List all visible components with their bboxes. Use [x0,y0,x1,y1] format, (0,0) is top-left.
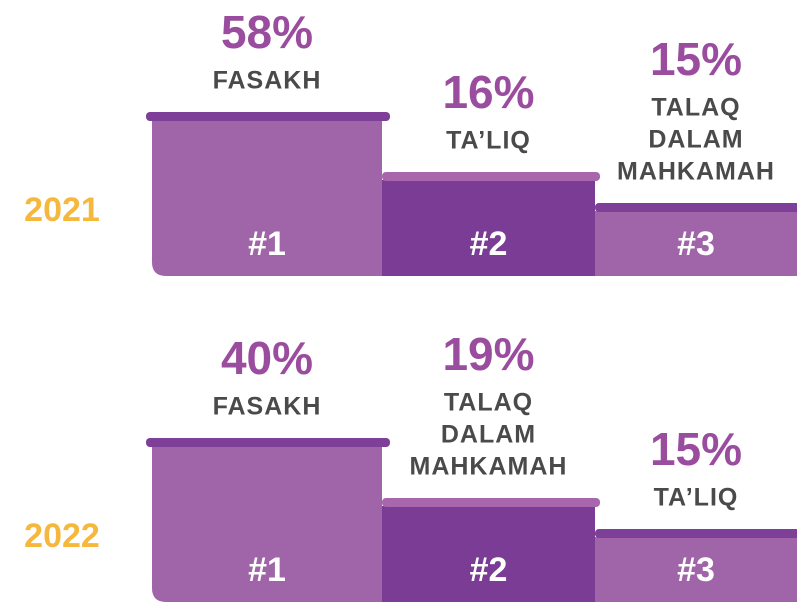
podium-block [595,537,797,602]
category-name: DALAM [441,421,536,449]
category-name: TALAQ [651,94,740,122]
percent-label: 19% [442,328,534,380]
year-label: 2021 [24,191,100,229]
category-name: FASAKH [213,67,322,95]
rank-label: #1 [248,225,286,263]
podium-block [152,120,382,276]
podium-cap [595,529,797,538]
podium-block [595,211,797,276]
category-name: DALAM [648,126,743,154]
rank-label: #2 [470,551,508,589]
podium-cap [382,498,600,507]
rank-label: #3 [677,225,715,263]
podium-cap [595,203,797,212]
category-name: TA’LIQ [654,484,739,512]
podium-block [382,180,595,276]
category-name: MAHKAMAH [617,158,775,186]
percent-label: 58% [221,6,313,58]
category-name: MAHKAMAH [410,453,568,481]
rank-label: #1 [248,551,286,589]
category-name: TA’LIQ [446,127,531,155]
percent-label: 16% [442,66,534,118]
podium-block [152,446,382,602]
rank-label: #2 [470,225,508,263]
podium-cap [382,172,600,181]
category-name: FASAKH [213,393,322,421]
podium-cap [146,438,390,447]
percent-label: 40% [221,332,313,384]
percent-label: 15% [650,33,742,85]
podium-block [382,506,595,602]
podium-cap [146,112,390,121]
category-name: TALAQ [444,389,533,417]
year-label: 2022 [24,517,100,555]
percent-label: 15% [650,423,742,475]
rank-label: #3 [677,551,715,589]
